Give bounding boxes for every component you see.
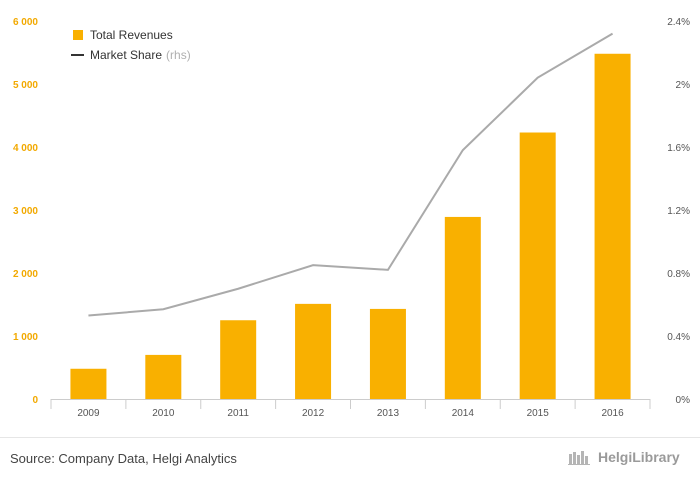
bar-total-revenues-2014 <box>444 216 481 399</box>
right-axis-tick-label: 0.8% <box>667 269 690 280</box>
chart: 0 1 000 2 000 3 000 4 000 5 000 6 000 0% 0.4% 0.… <box>13 17 690 419</box>
left-axis: 0 1 000 2 000 3 000 4 000 5 000 6 000 <box>13 17 38 406</box>
right-axis-tick-label: 0% <box>676 395 691 406</box>
footer-divider <box>0 437 700 438</box>
left-axis-tick-label: 3 000 <box>13 206 38 217</box>
x-axis: 2009 2010 2011 2012 2013 2014 2015 2016 <box>50 399 651 419</box>
left-axis-tick-label: 4 000 <box>13 143 38 154</box>
line-market-share <box>88 32 614 317</box>
bar-total-revenues-2010 <box>145 354 182 399</box>
bar-total-revenues-2012 <box>295 303 332 399</box>
left-axis-tick-label: 5 000 <box>13 80 38 91</box>
bar-total-revenues-2016 <box>594 53 631 399</box>
right-axis-tick-label: 2.4% <box>667 17 690 28</box>
left-axis-tick-label: 2 000 <box>13 269 38 280</box>
x-axis-tick-label: 2012 <box>302 408 325 419</box>
right-axis-tick-label: 1.6% <box>667 143 690 154</box>
bar-series <box>70 53 631 399</box>
line-series <box>88 32 614 317</box>
left-axis-tick-label: 1 000 <box>13 332 38 343</box>
source-note: Source: Company Data, Helgi Analytics <box>10 451 237 466</box>
x-axis-tick-label: 2016 <box>601 408 624 419</box>
right-axis-tick-label: 1.2% <box>667 206 690 217</box>
helgi-library-logo: HelgiLibrary <box>568 449 680 465</box>
x-axis-tick-label: 2009 <box>77 408 100 419</box>
legend-label-market-share: Market Share (rhs) <box>90 48 191 62</box>
library-logo-icon <box>568 451 590 465</box>
legend-label-market-share-suffix: (rhs) <box>166 48 191 62</box>
x-axis-tick-label: 2013 <box>377 408 400 419</box>
bar-total-revenues-2013 <box>369 308 406 399</box>
legend-swatch-total-revenues <box>73 30 83 40</box>
legend-swatch-market-share <box>71 54 84 56</box>
right-axis-tick-label: 0.4% <box>667 332 690 343</box>
x-axis-tick-label: 2014 <box>452 408 475 419</box>
left-axis-tick-label: 6 000 <box>13 17 38 28</box>
legend-label-market-share-text: Market Share <box>90 48 162 62</box>
x-axis-tick-label: 2010 <box>152 408 175 419</box>
bar-total-revenues-2015 <box>519 132 556 399</box>
right-axis-tick-label: 2% <box>676 80 691 91</box>
bar-total-revenues-2009 <box>70 368 107 399</box>
x-axis-tick-label: 2011 <box>227 408 249 419</box>
right-axis: 0% 0.4% 0.8% 1.2% 1.6% 2% 2.4% <box>667 17 690 406</box>
x-axis-tick-label: 2015 <box>527 408 550 419</box>
legend: Total Revenues Market Share (rhs) <box>71 28 191 62</box>
legend-label-total-revenues: Total Revenues <box>90 28 173 42</box>
bar-total-revenues-2011 <box>220 320 257 399</box>
logo-text: HelgiLibrary <box>598 449 680 465</box>
left-axis-tick-label: 0 <box>32 395 38 406</box>
